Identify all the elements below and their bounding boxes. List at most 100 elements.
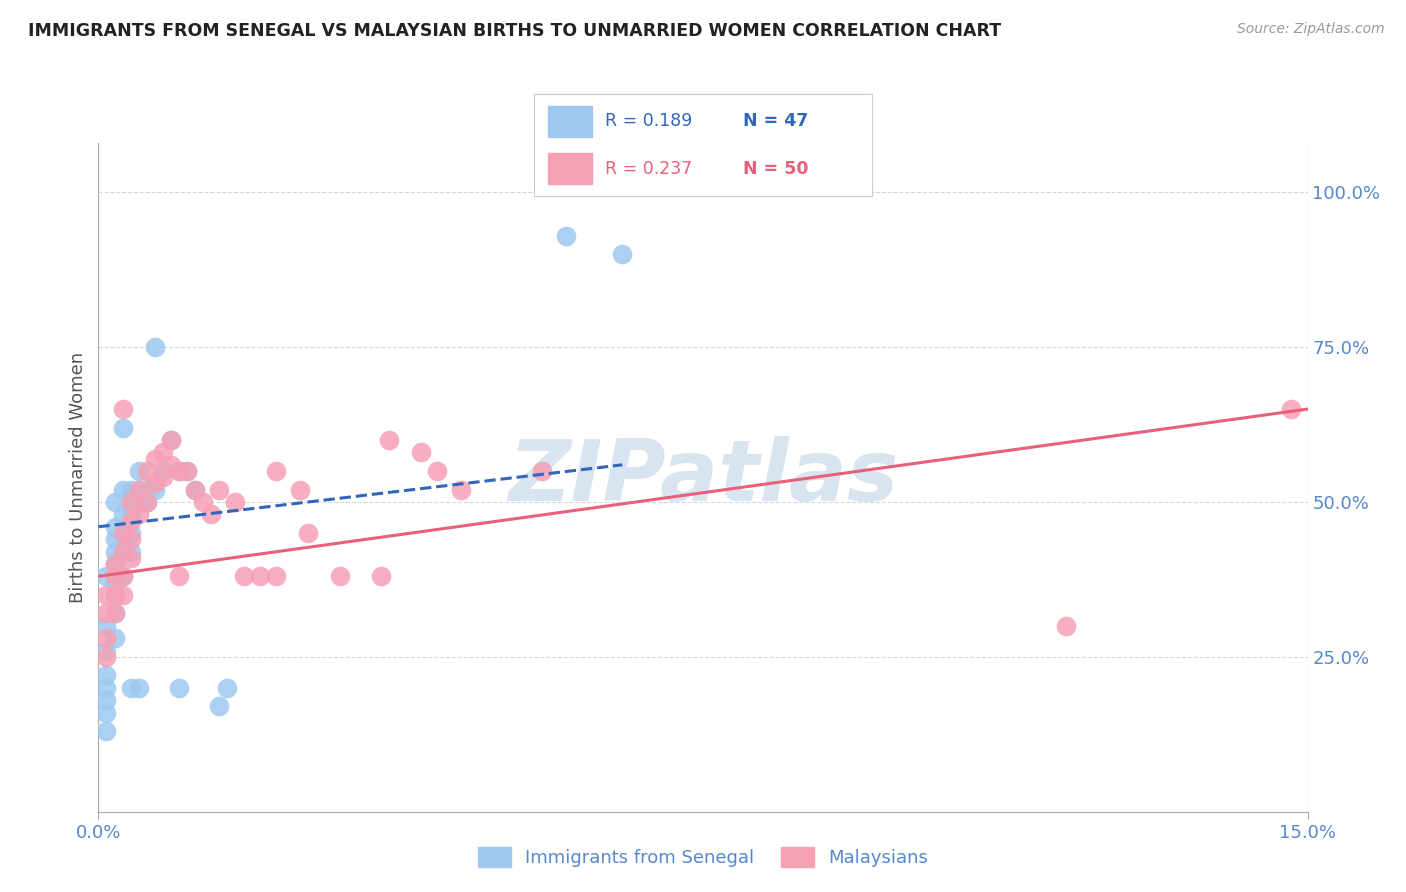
Point [152,445,174,459]
Point [135,495,157,509]
Point [167,464,190,478]
Point [128,495,150,509]
Point [111,569,134,583]
Point [184,483,207,497]
Point [111,420,134,434]
Point [96,668,118,682]
Point [555,228,578,243]
Text: N = 50: N = 50 [744,160,808,178]
Point [103,588,125,602]
Point [426,464,449,478]
Point [200,508,222,522]
Point [111,526,134,541]
Point [103,532,125,546]
Point [176,464,198,478]
Point [232,569,254,583]
Point [143,483,166,497]
Bar [548,106,592,136]
Point [103,544,125,558]
Point [111,588,134,602]
Point [612,247,634,261]
Point [103,557,125,571]
Point [103,607,125,621]
Point [184,483,207,497]
Point [160,458,183,472]
Point [96,588,118,602]
Text: IMMIGRANTS FROM SENEGAL VS MALAYSIAN BIRTHS TO UNMARRIED WOMEN CORRELATION CHART: IMMIGRANTS FROM SENEGAL VS MALAYSIAN BIR… [28,22,1001,40]
Point [152,464,174,478]
Point [96,619,118,633]
Point [370,569,392,583]
Point [1054,619,1077,633]
Point [96,569,118,583]
Text: R = 0.237: R = 0.237 [605,160,692,178]
Point [111,569,134,583]
Point [103,575,125,590]
Point [120,508,142,522]
Point [96,607,118,621]
Point [96,724,118,739]
Point [288,483,311,497]
Point [96,632,118,646]
Point [167,569,190,583]
Point [120,532,142,546]
Point [160,433,183,447]
Point [167,464,190,478]
Point [103,557,125,571]
Text: ZIPatlas: ZIPatlas [508,435,898,519]
Point [135,483,157,497]
Point [111,508,134,522]
Point [249,569,271,583]
Point [96,693,118,707]
Text: Source: ZipAtlas.com: Source: ZipAtlas.com [1237,22,1385,37]
Point [111,483,134,497]
Point [160,433,183,447]
Point [128,483,150,497]
Point [103,569,125,583]
Text: N = 47: N = 47 [744,112,808,130]
Point [103,520,125,534]
Point [120,495,142,509]
Point [120,526,142,541]
Point [120,483,142,497]
Point [128,464,150,478]
Point [111,402,134,417]
Point [143,476,166,491]
Point [152,470,174,484]
Point [167,681,190,695]
Point [96,643,118,657]
Text: R = 0.189: R = 0.189 [605,112,693,130]
Bar [548,153,592,184]
Point [143,451,166,466]
Point [1281,402,1303,417]
Point [176,464,198,478]
Point [103,495,125,509]
Point [217,681,239,695]
Point [111,526,134,541]
Point [96,649,118,664]
Point [297,526,319,541]
Point [377,433,399,447]
Legend: Immigrants from Senegal, Malaysians: Immigrants from Senegal, Malaysians [471,839,935,874]
Point [264,464,287,478]
Point [120,514,142,528]
Point [120,681,142,695]
Point [329,569,352,583]
Point [103,632,125,646]
Point [128,483,150,497]
Point [208,483,231,497]
Point [103,607,125,621]
Point [409,445,432,459]
Point [111,544,134,558]
Point [143,340,166,354]
Point [96,681,118,695]
Point [128,681,150,695]
Point [193,495,215,509]
Point [224,495,246,509]
Point [103,588,125,602]
Point [208,699,231,714]
Point [111,544,134,558]
Point [135,464,157,478]
Point [96,706,118,720]
Point [450,483,472,497]
